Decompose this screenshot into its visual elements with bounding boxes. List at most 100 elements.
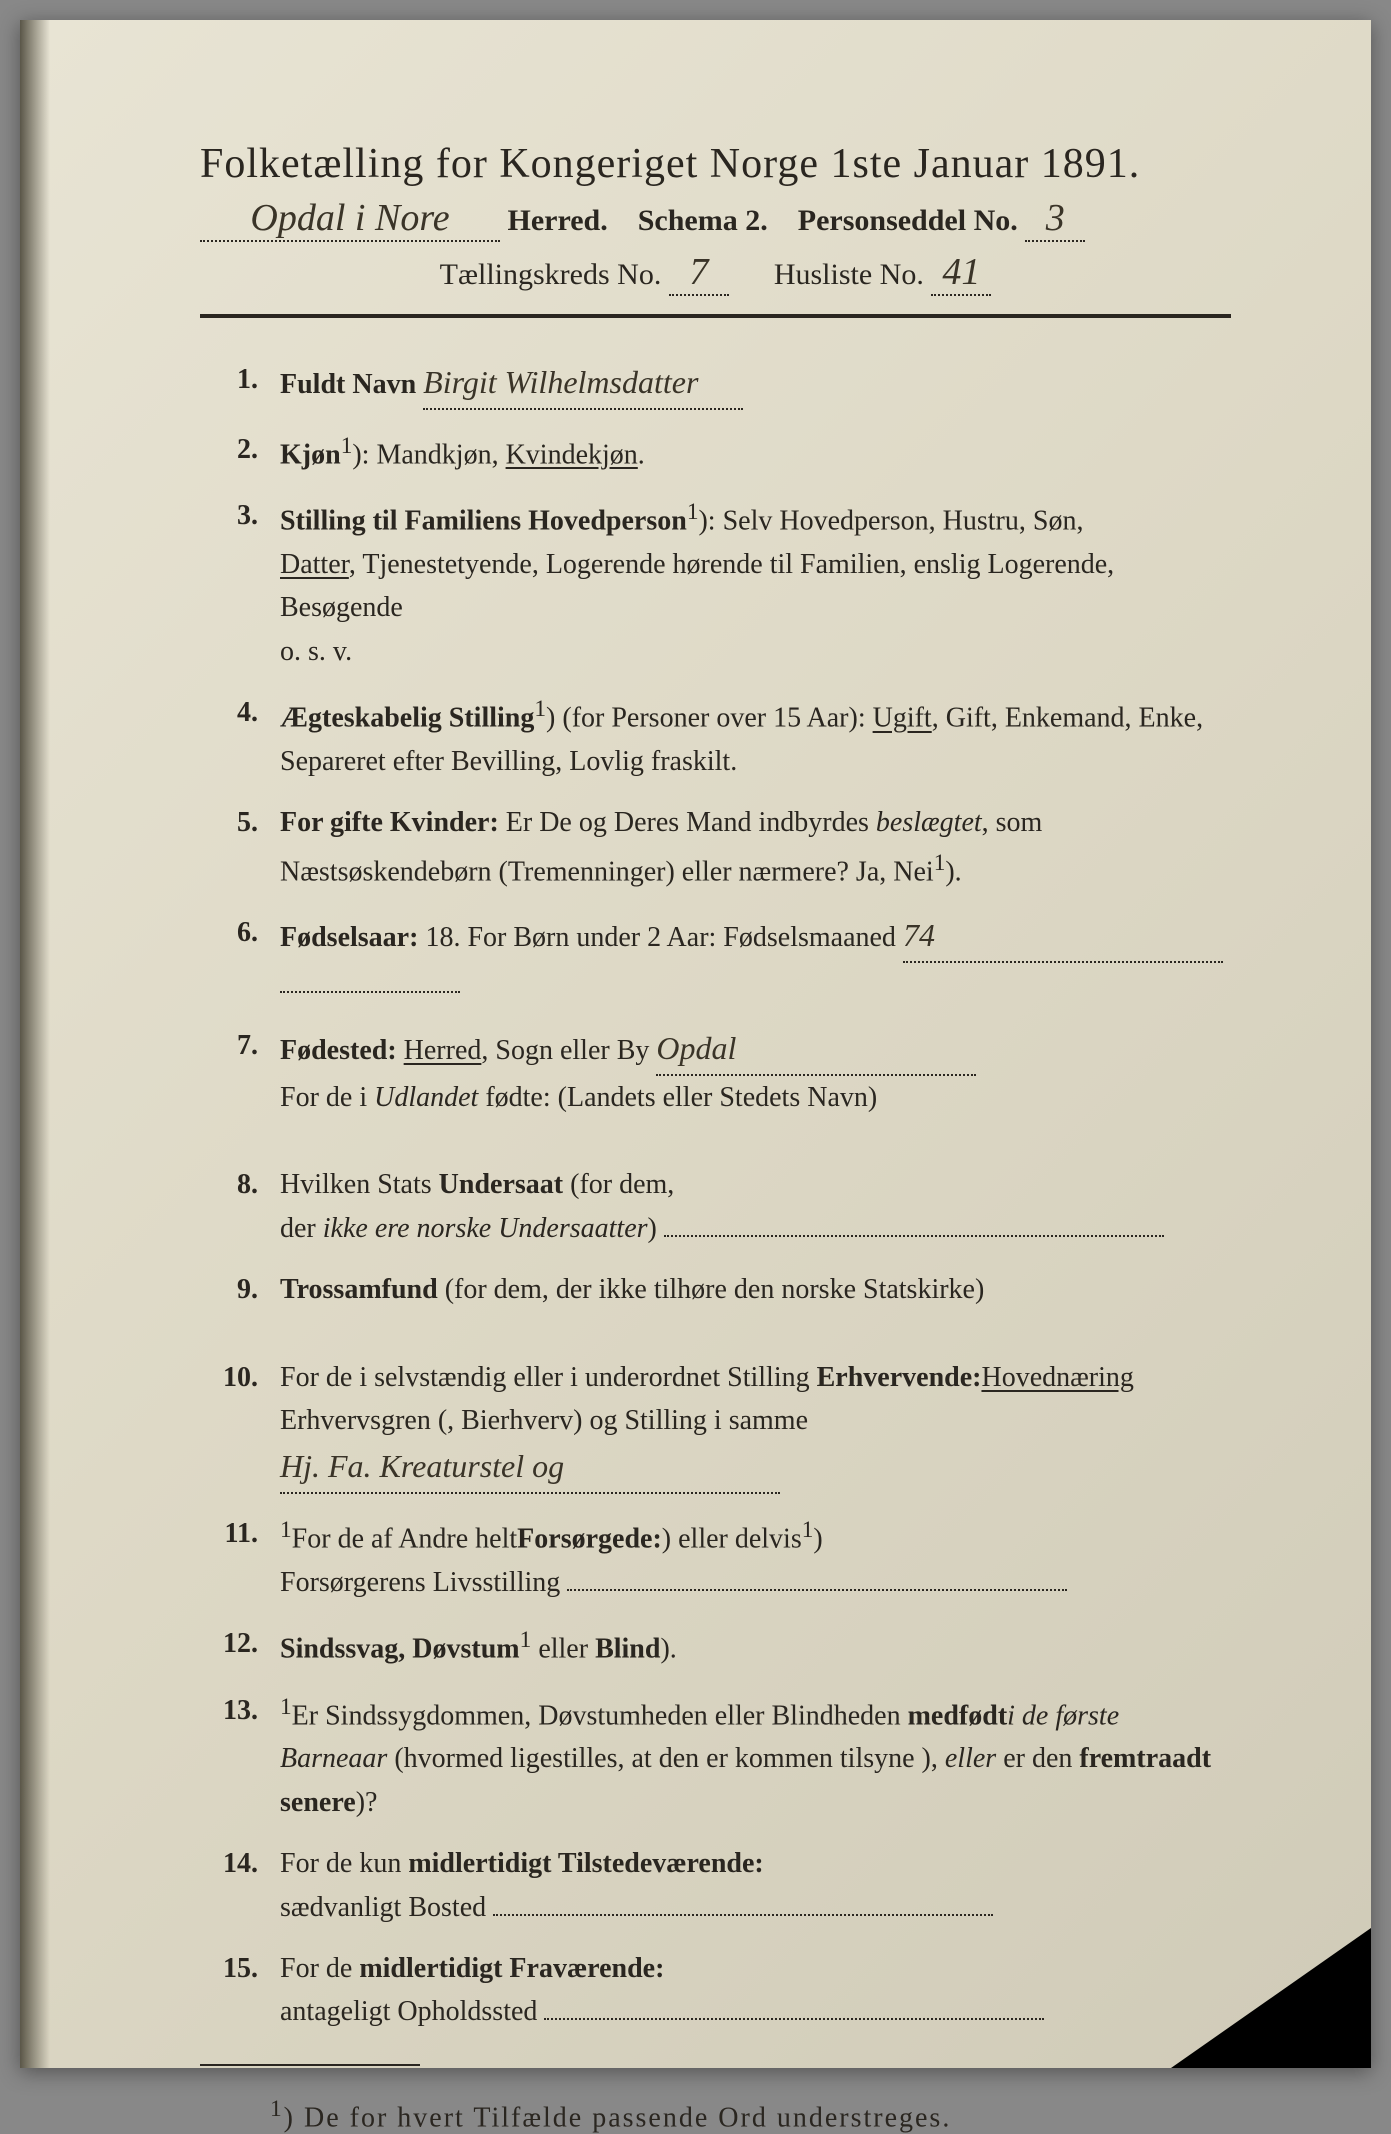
text: ). [660, 1633, 676, 1664]
text-line2: sædvanligt Bosted [280, 1892, 486, 1923]
text: Hvilken Stats [280, 1169, 439, 1200]
dotted-fill [544, 2018, 1044, 2020]
form-item: 7.Fødested: Herred, Sogn eller By OpdalF… [210, 1024, 1231, 1119]
italic-text: ikke ere norske Undersaatter [323, 1213, 648, 1244]
item-label: Kjøn [280, 439, 341, 470]
text: (hvormed ligestilles, at den er kommen t… [387, 1743, 921, 1774]
sup: 1 [341, 433, 353, 459]
form-item: 6.Fødselsaar: 18. For Børn under 2 Aar: … [210, 911, 1231, 1006]
item-label: Sindssvag, Døvstum [280, 1633, 520, 1664]
text-line2: antageligt Opholdssted [280, 1996, 537, 2027]
bold-text: Blind [595, 1633, 660, 1664]
form-item: 13.1Er Sindssygdommen, Døvstumheden elle… [210, 1689, 1231, 1825]
footnote-rule [200, 2064, 420, 2066]
item-number: 7. [210, 1024, 280, 1119]
item-label: Fødselsaar: [280, 922, 418, 953]
handwritten-value [567, 1589, 1067, 1591]
item-body: 1Er Sindssygdommen, Døvstumheden eller B… [280, 1689, 1231, 1825]
dotted-fill [664, 1235, 1164, 1237]
census-form-page: Folketælling for Kongeriget Norge 1ste J… [20, 20, 1371, 2068]
sup: 1 [934, 850, 946, 876]
text-line2: For de i [280, 1082, 374, 1113]
text: ) eller delvis [662, 1523, 802, 1554]
item-body: Ægteskabelig Stilling1) (for Personer ov… [280, 691, 1231, 783]
form-item: 14.For de kun midlertidigt Tilstedeværen… [210, 1842, 1231, 1929]
dotted-fill [280, 991, 460, 993]
handwritten-value: Birgit Wilhelmsdatter [423, 358, 743, 410]
text: ). [945, 856, 961, 887]
item-number: 1. [210, 358, 280, 410]
handwritten-value: Hj. Fa. Kreaturstel og [280, 1442, 780, 1494]
bold-text: midlertidigt Fraværende: [359, 1953, 664, 1984]
item-number: 10. [210, 1356, 280, 1494]
item-label: Fuldt Navn [280, 369, 416, 400]
text: (for dem, der ikke tilhøre den norske St… [438, 1274, 985, 1305]
sup: 1 [534, 696, 546, 722]
item-number: 9. [210, 1268, 280, 1311]
footnote-sup: 1 [270, 2096, 284, 2122]
header-line-2: Tællingskreds No. 7 Husliste No. 41 [200, 250, 1231, 296]
taellingskreds-label: Tællingskreds No. [440, 258, 662, 291]
text: , Bierhverv) og Stilling i samme [447, 1405, 808, 1436]
item-body: Kjøn1): Mandkjøn, Kvindekjøn. [280, 428, 1231, 477]
page-title: Folketælling for Kongeriget Norge 1ste J… [200, 140, 1231, 188]
bold-text: Erhvervende: [817, 1362, 982, 1393]
item-body: Fødested: Herred, Sogn eller By OpdalFor… [280, 1024, 1231, 1119]
husliste-no: 41 [931, 250, 991, 296]
schema-label: Schema 2. [638, 204, 768, 237]
dotted-fill [493, 1914, 993, 1916]
text: . For Børn under 2 Aar: Fødselsmaaned [453, 922, 896, 953]
torn-corner [1171, 1928, 1371, 2068]
item-body: 1For de af Andre heltForsørgede:) eller … [280, 1512, 1231, 1604]
personseddel-label: Personseddel No. [798, 204, 1018, 237]
form-item: 10.For de i selvstændig eller i underord… [210, 1356, 1231, 1494]
text: )? [356, 1787, 378, 1818]
herred-label: Herred. [508, 204, 608, 237]
text: ) [813, 1523, 822, 1554]
form-item: 4.Ægteskabelig Stilling1) (for Personer … [210, 691, 1231, 783]
item-number: 2. [210, 428, 280, 477]
item-number: 8. [210, 1163, 280, 1250]
text: ): Mandkjøn, [352, 439, 505, 470]
item-number: 11. [210, 1512, 280, 1604]
header-rule [200, 314, 1231, 318]
item-label: Trossamfund [280, 1274, 438, 1305]
form-item: 15.For de midlertidigt Fraværende: antage… [210, 1947, 1231, 2034]
item-body: Fuldt Navn Birgit Wilhelmsdatter [280, 358, 1231, 410]
personseddel-no: 3 [1025, 196, 1085, 242]
sup: 1 [520, 1627, 532, 1653]
form-item: 12.Sindssvag, Døvstum1 eller Blind). [210, 1622, 1231, 1671]
form-item: 3.Stilling til Familiens Hovedperson1): … [210, 494, 1231, 673]
text: er den [996, 1743, 1079, 1774]
form-items: 1.Fuldt Navn Birgit Wilhelmsdatter2.Kjøn… [210, 358, 1231, 2034]
text: For de i selvstændig eller i underordnet… [280, 1362, 817, 1393]
item-body: Sindssvag, Døvstum1 eller Blind). [280, 1622, 1231, 1671]
text: ), [922, 1743, 945, 1774]
italic-text: beslægtet [876, 807, 982, 838]
item-body: For gifte Kvinder: Er De og Deres Mand i… [280, 801, 1231, 893]
text: fødte: (Landets eller Stedets Navn) [478, 1082, 877, 1113]
text: For de [280, 1953, 359, 1984]
italic-text: Udlandet [374, 1082, 478, 1113]
herred-handwritten: Opdal i Nore [200, 196, 500, 242]
item-body: Fødselsaar: 18. For Børn under 2 Aar: Fø… [280, 911, 1231, 1006]
form-item: 1.Fuldt Navn Birgit Wilhelmsdatter [210, 358, 1231, 410]
item-number: 3. [210, 494, 280, 673]
item-body: Trossamfund (for dem, der ikke tilhøre d… [280, 1268, 1231, 1311]
form-item: 5.For gifte Kvinder: Er De og Deres Mand… [210, 801, 1231, 893]
form-item: 8.Hvilken Stats Undersaat (for dem,der i… [210, 1163, 1231, 1250]
husliste-label: Husliste No. [774, 258, 924, 291]
text: eller [531, 1633, 595, 1664]
text: ) [648, 1213, 657, 1244]
form-item: 9.Trossamfund (for dem, der ikke tilhøre… [210, 1268, 1231, 1311]
sup: 1 [280, 1517, 292, 1543]
sup: 1 [280, 1694, 292, 1720]
bold-text: medfødt [908, 1700, 1008, 1731]
bold-text: Undersaat [439, 1169, 563, 1200]
text-line2: Forsørgerens Livsstilling [280, 1567, 560, 1598]
text: Erhvervsgren ( [280, 1405, 447, 1436]
form-item: 2.Kjøn1): Mandkjøn, Kvindekjøn. [210, 428, 1231, 477]
item-number: 15. [210, 1947, 280, 2034]
underlined-text: Ugift [873, 703, 932, 734]
item-number: 14. [210, 1842, 280, 1929]
